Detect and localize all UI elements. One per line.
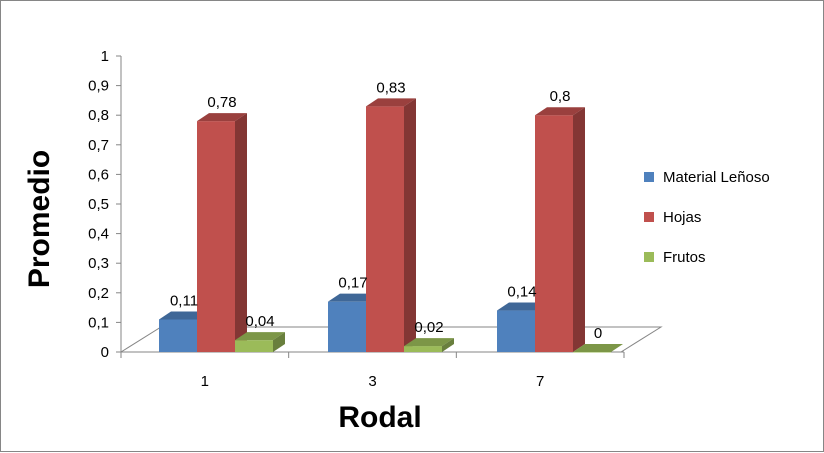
bar-front [328, 301, 366, 352]
legend-entry: Frutos [663, 249, 706, 266]
legend-swatch [644, 172, 654, 182]
x-tick-label: 1 [201, 373, 209, 390]
y-tick-label: 0,3 [88, 255, 109, 272]
bar-top [235, 332, 285, 341]
y-axis-title: Promedio [23, 150, 56, 288]
bar-front [197, 121, 235, 353]
bar [366, 98, 416, 352]
y-tick-label: 1 [101, 48, 109, 65]
data-label: 0,11 [170, 292, 198, 309]
y-tick-label: 0,8 [88, 107, 109, 124]
data-label: 0,17 [338, 275, 367, 292]
data-label: 0,04 [245, 313, 274, 330]
bar [404, 338, 454, 352]
data-label: 0,8 [550, 88, 571, 105]
bar-side [442, 338, 454, 352]
y-tick-label: 0,7 [88, 137, 109, 154]
bar-front [159, 319, 197, 352]
legend: Material Leñoso Hojas Frutos [644, 169, 770, 266]
bar-side [573, 107, 585, 352]
data-label: 0 [594, 325, 602, 342]
bar [235, 332, 285, 352]
bar-side [235, 113, 247, 353]
legend-swatch [644, 212, 654, 222]
bar-front [235, 340, 273, 352]
bar-top [573, 344, 623, 352]
x-tick-label: 3 [368, 373, 376, 390]
bar-top [535, 107, 585, 116]
legend-entry: Material Leñoso [663, 169, 770, 186]
legend-entry: Hojas [663, 209, 701, 226]
bar-top [328, 293, 378, 302]
y-tick-label: 0,1 [88, 314, 109, 331]
bar-front [573, 352, 611, 353]
legend-swatch [644, 252, 654, 262]
bar-front [366, 106, 404, 352]
bar [573, 344, 623, 353]
data-label: 0,83 [376, 79, 405, 96]
y-tick-label: 0,5 [88, 196, 109, 213]
bar-top [159, 311, 209, 320]
y-tick-label: 0,6 [88, 166, 109, 183]
bar-top [404, 338, 454, 347]
y-tick-label: 0,9 [88, 78, 109, 95]
bar-top [497, 302, 547, 311]
y-tick-label: 0,4 [88, 226, 109, 243]
bar-side [404, 98, 416, 352]
data-label: 0,02 [414, 319, 443, 336]
data-label: 0,14 [507, 284, 536, 301]
bar [535, 107, 585, 352]
bar-front [404, 346, 442, 352]
data-label: 0,78 [207, 94, 236, 111]
bar [197, 113, 247, 353]
bar-front [535, 115, 573, 352]
y-tick-label: 0,2 [88, 285, 109, 302]
bar-side [273, 332, 285, 352]
bar-front [497, 310, 535, 352]
x-tick-label: 7 [536, 373, 544, 390]
bar-top [197, 113, 247, 122]
bar-top [366, 98, 416, 107]
x-axis-title: Rodal [338, 401, 421, 434]
y-tick-label: 0 [101, 344, 109, 361]
